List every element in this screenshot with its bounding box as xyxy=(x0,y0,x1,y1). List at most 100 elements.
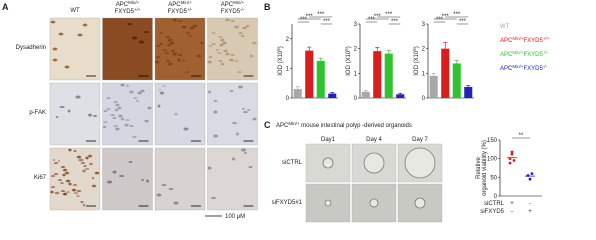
tissue-texture xyxy=(118,106,121,110)
label-part: APC xyxy=(500,66,513,72)
tissue-texture xyxy=(58,32,64,36)
tissue-texture xyxy=(76,195,80,197)
tissue-texture xyxy=(146,179,149,183)
tissue-texture xyxy=(82,203,86,207)
significance: *** xyxy=(453,12,461,18)
y-axis-label: Relative xyxy=(476,157,482,179)
organoid xyxy=(322,157,334,169)
tissue-texture xyxy=(167,43,171,47)
label: APCMin/+ mouse intestinal polyp -derived… xyxy=(276,121,412,129)
label-part: ) xyxy=(414,46,420,48)
tissue-texture xyxy=(208,56,213,58)
tissue-texture xyxy=(132,136,137,138)
tissue-texture xyxy=(208,45,213,47)
tissue-texture xyxy=(63,168,67,172)
organoid-image xyxy=(351,183,397,223)
y-tick-label: 2 xyxy=(286,37,290,43)
tissue-texture xyxy=(155,45,161,47)
tissue-texture xyxy=(222,41,227,45)
point xyxy=(510,150,514,154)
tissue-texture xyxy=(62,173,66,177)
tissue-texture xyxy=(85,156,89,160)
tissue-texture xyxy=(167,62,173,66)
point xyxy=(510,152,514,156)
label-part: IOD (X10 xyxy=(414,50,420,76)
tissue-texture xyxy=(215,49,220,51)
significance: *** xyxy=(442,14,450,20)
tissue-texture xyxy=(182,60,186,62)
bar xyxy=(361,91,370,98)
tissue-texture xyxy=(137,91,142,95)
bar xyxy=(396,94,405,98)
tissue-texture xyxy=(252,117,257,121)
label-part: +/- xyxy=(543,50,549,55)
tissue-texture xyxy=(156,56,160,58)
tissue-texture xyxy=(208,60,211,64)
tissue-texture xyxy=(75,95,81,99)
bar xyxy=(293,89,302,98)
tissue-texture xyxy=(236,132,239,136)
tissue-texture xyxy=(190,26,194,30)
micrograph xyxy=(102,82,153,146)
tissue-texture xyxy=(211,43,216,45)
condition-label: siCTRL xyxy=(484,201,505,207)
micrograph xyxy=(102,17,153,81)
tissue-texture xyxy=(188,35,192,37)
significance: *** xyxy=(385,12,393,18)
organoid xyxy=(324,199,332,207)
label-part: FXYD5 xyxy=(168,9,188,15)
label-part: WT xyxy=(500,24,510,30)
significance: *** xyxy=(306,14,314,20)
tissue-texture xyxy=(93,115,97,117)
y-tick-label: 3 xyxy=(354,22,358,28)
tissue-texture xyxy=(245,24,250,28)
organoid xyxy=(404,147,436,179)
tissue-texture xyxy=(244,152,247,154)
micrograph xyxy=(154,17,206,81)
tissue-texture xyxy=(162,184,166,186)
bar xyxy=(441,48,450,98)
micrograph xyxy=(154,147,206,211)
row-label: siFXYD5#1 xyxy=(272,200,303,206)
tissue-texture xyxy=(53,173,59,175)
label: IOD (X105) xyxy=(412,46,420,76)
tissue-texture xyxy=(173,18,177,22)
tissue-texture xyxy=(104,110,107,112)
tissue-texture xyxy=(65,179,71,183)
tissue-texture xyxy=(174,201,178,205)
day-label: Day 7 xyxy=(412,137,428,143)
condition-sign: - xyxy=(529,201,531,207)
y-tick-label: 0 xyxy=(422,96,426,102)
label: WT xyxy=(500,24,510,30)
tissue-texture xyxy=(249,54,254,58)
significance: ** xyxy=(519,133,524,139)
tissue-texture xyxy=(124,123,129,127)
label: APCMin/+ FXYD5-/- xyxy=(221,0,245,15)
tissue-texture xyxy=(125,85,130,87)
point xyxy=(512,159,516,162)
tissue-texture xyxy=(220,38,225,42)
point xyxy=(528,177,532,181)
tissue-texture xyxy=(60,166,66,168)
label-part: 5 xyxy=(344,48,349,51)
organoid xyxy=(369,198,379,208)
panel-label: A xyxy=(2,2,9,12)
tissue-texture xyxy=(120,117,125,121)
label-part: +/+ xyxy=(134,7,141,12)
label-part: FXYD5 xyxy=(523,38,543,44)
bar xyxy=(464,86,473,98)
tissue-texture xyxy=(83,165,87,167)
tissue-texture xyxy=(238,32,243,34)
tissue-texture xyxy=(134,97,137,99)
tissue-texture xyxy=(145,31,148,33)
tissue-texture xyxy=(213,110,218,114)
label-part: IOD (X10 xyxy=(346,50,352,76)
tissue-texture xyxy=(185,32,191,34)
tissue-texture xyxy=(127,23,132,25)
scale-text: 100 μM xyxy=(225,214,245,220)
tissue-texture xyxy=(196,54,202,58)
label-part: APC xyxy=(500,52,513,58)
tissue-texture xyxy=(178,54,182,56)
label-part: WT xyxy=(70,8,80,14)
tissue-texture xyxy=(128,161,133,163)
